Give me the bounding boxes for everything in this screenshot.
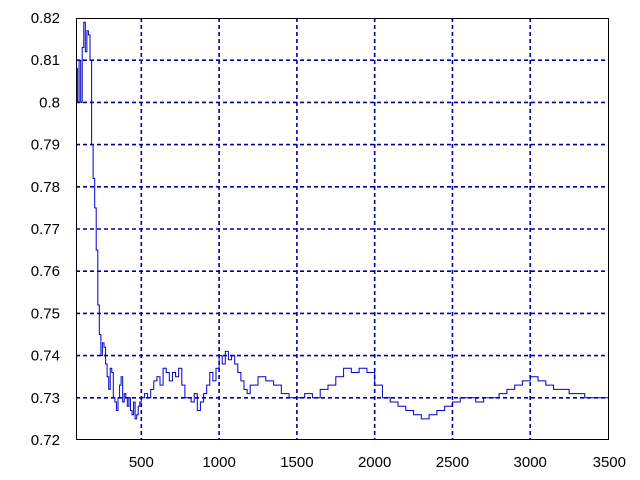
y-tick-label: 0.77 [31, 221, 60, 238]
x-tick-label: 3000 [514, 454, 547, 471]
series-line [76, 21, 608, 420]
x-tick-label: 2000 [358, 454, 391, 471]
y-tick-label: 0.79 [31, 137, 60, 154]
y-tick-label: 0.78 [31, 179, 60, 196]
y-tick-label: 0.82 [31, 10, 60, 27]
y-tick-label: 0.75 [31, 305, 60, 322]
y-tick-label: 0.8 [39, 94, 60, 111]
series-group [76, 21, 608, 420]
plot-frame [76, 18, 609, 440]
y-tick-label: 0.81 [31, 52, 60, 69]
x-axis: 500 1000 1500 2000 2500 3000 3500 [129, 454, 626, 471]
x-tick-label: 1000 [202, 454, 235, 471]
y-tick-label: 0.73 [31, 390, 60, 407]
y-tick-label: 0.74 [31, 348, 60, 365]
y-tick-label: 0.72 [31, 432, 60, 449]
x-tick-label: 1500 [280, 454, 313, 471]
x-tick-label: 3500 [593, 454, 626, 471]
x-tick-label: 2500 [436, 454, 469, 471]
y-axis: 0.72 0.73 0.74 0.75 0.76 0.77 0.78 0.79 0.8 0.81 0… [31, 10, 60, 449]
grid-lines [76, 18, 608, 440]
y-tick-label: 0.76 [31, 263, 60, 280]
x-tick-label: 500 [129, 454, 154, 471]
